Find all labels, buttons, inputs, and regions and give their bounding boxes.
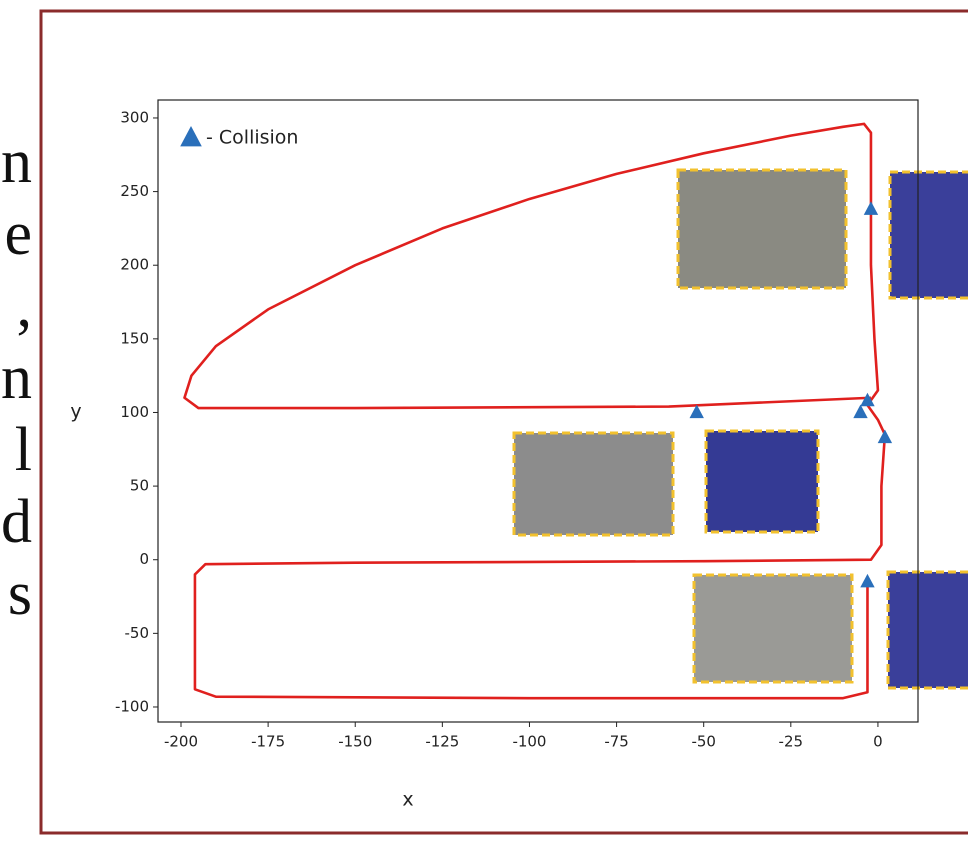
x-tick-label: -175 [251,733,285,751]
page: {"slide_text": ["n", "e", ",", "n", "l",… [0,0,968,844]
legend-label: - Collision [206,127,298,149]
x-tick-label: -100 [512,733,546,751]
y-tick-label: -100 [115,697,149,715]
camera-thumbnail [694,575,852,682]
camera-thumbnail [514,433,673,535]
y-tick-label: -50 [125,624,150,642]
x-tick-label: -25 [779,733,804,751]
x-tick-label: -50 [691,733,716,751]
slide-text: l [15,416,32,484]
y-tick-label: 0 [139,550,149,568]
y-tick-label: 200 [120,256,149,274]
x-tick-label: 0 [873,733,883,751]
collision-marker [864,201,878,215]
y-tick-label: 100 [120,403,149,421]
camera-thumbnail [678,170,846,288]
slide: x y ne,nlds-200-175-150-125-100-75-50-25… [0,0,968,844]
lidar-thumbnail [890,172,968,298]
lidar-thumbnail [888,572,968,688]
slide-text: s [8,560,32,628]
x-axis-label: x [402,789,413,811]
collision-marker [878,430,892,444]
slide-text: d [1,488,32,556]
x-tick-label: -75 [604,733,629,751]
slide-frame [41,11,968,833]
y-tick-label: 300 [120,108,149,126]
collision-marker [853,404,867,418]
y-tick-label: 250 [120,182,149,200]
slide-text: e [4,200,32,268]
x-tick-label: -150 [338,733,372,751]
y-tick-label: 150 [120,329,149,347]
y-tick-label: 50 [130,477,149,495]
legend-marker [180,126,202,146]
slide-text: n [1,344,32,412]
lidar-thumbnail [706,431,818,532]
y-axis-label: y [70,401,81,423]
collision-marker [860,574,874,588]
slide-text: n [1,128,32,196]
x-tick-label: -200 [164,733,198,751]
slide-text: , [17,272,33,340]
x-tick-label: -125 [425,733,459,751]
thumbnails [514,170,968,688]
